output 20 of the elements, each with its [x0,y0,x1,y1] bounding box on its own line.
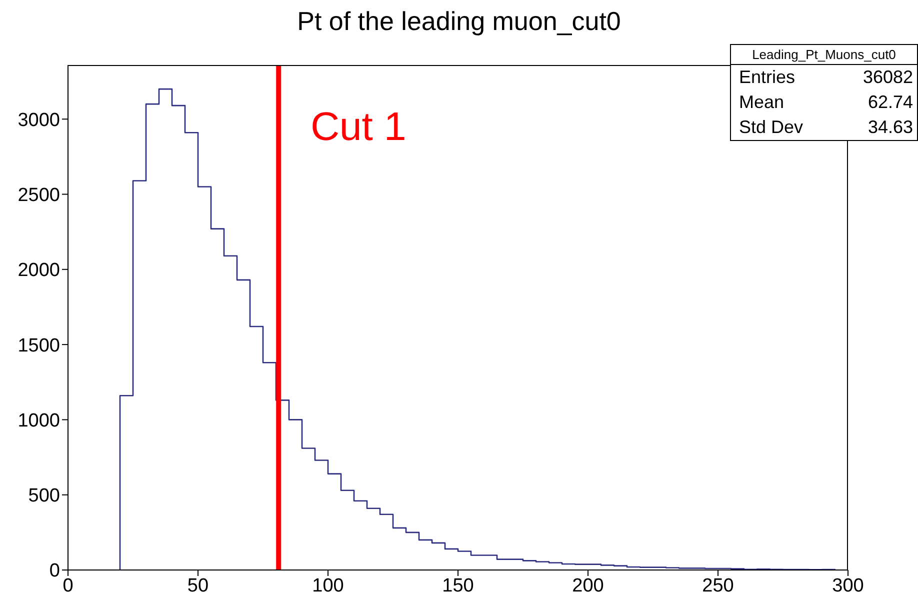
y-tick-label: 0 [49,560,60,582]
ref-line-label: Cut 1 [310,105,406,149]
text: Entries 36082 [739,67,913,87]
x-tick-label: 300 [832,575,864,595]
x-tick-label: 0 [62,575,74,595]
y-tick-label: 1000 [18,410,60,432]
text: Leading_Pt_Muons_cut0 [731,45,917,65]
y-tick-label: 2000 [18,260,60,282]
y-tick-label: 1500 [18,335,60,356]
text: Mean 62.74 [739,92,913,112]
x-tick-label: 200 [572,575,604,595]
y-tick-label: 2500 [18,185,60,206]
y-tick-label: 3000 [18,110,60,131]
x-tick-label: 100 [312,575,344,595]
text: Std Dev 34.63 [739,117,913,137]
chart-title: Pt of the leading muon_cut0 [296,6,622,37]
y-tick-label: 500 [28,486,60,507]
x-tick-label: 50 [187,575,209,595]
x-tick-label: 150 [442,575,474,595]
x-tick-label: 250 [702,575,734,595]
